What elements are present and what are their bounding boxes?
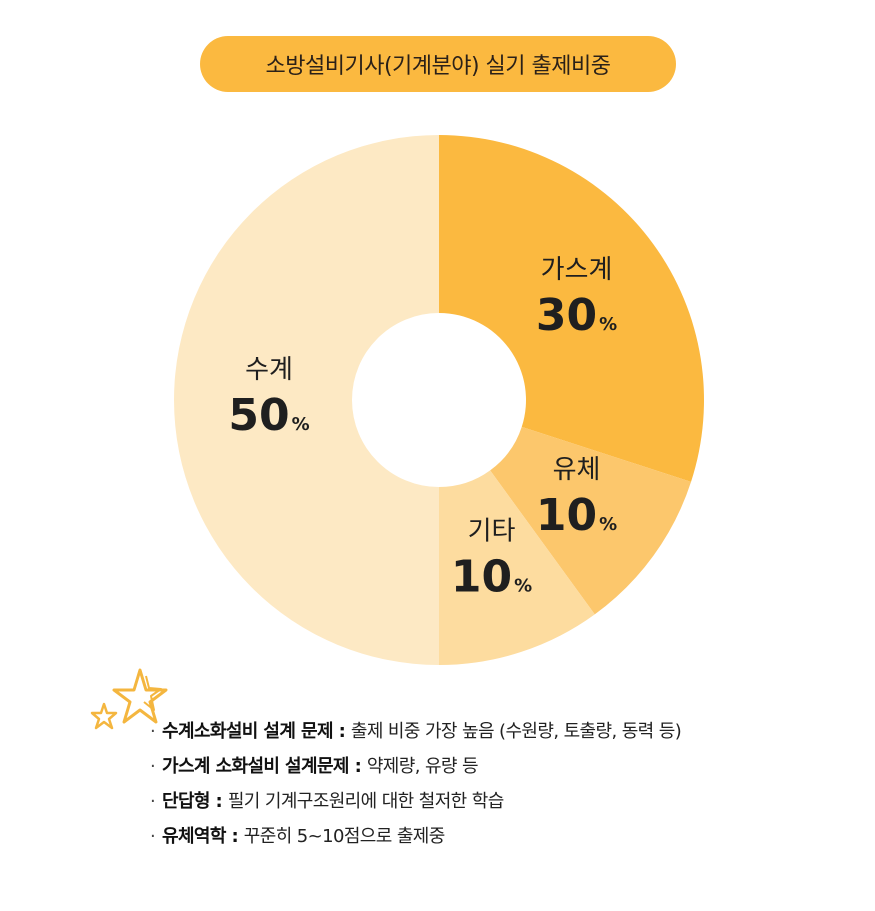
list-item: · 단답형 : 필기 기계구조원리에 대한 철저한 학습 bbox=[150, 784, 681, 819]
star-doodle-icon bbox=[90, 668, 168, 730]
pie-slice bbox=[490, 426, 692, 615]
note-keyword: 수계소화설비 설계 문제 bbox=[162, 721, 334, 742]
note-keyword: 가스계 소화설비 설계문제 bbox=[162, 756, 350, 777]
note-text: 출제 비중 가장 높음 (수원량, 토출량, 동력 등) bbox=[350, 721, 682, 742]
slice-unit: % bbox=[292, 414, 310, 435]
bullet: · bbox=[150, 756, 156, 777]
slice-unit: % bbox=[599, 314, 617, 335]
note-text: 필기 기계구조원리에 대한 철저한 학습 bbox=[227, 791, 504, 812]
note-text: 꾸준히 5~10점으로 출제중 bbox=[243, 826, 446, 847]
bullet: · bbox=[150, 826, 156, 847]
note-keyword: 단답형 bbox=[162, 791, 210, 812]
slice-label: 유체 bbox=[553, 455, 601, 485]
slice-unit: % bbox=[599, 514, 617, 535]
slice-unit: % bbox=[514, 576, 532, 597]
bullet: · bbox=[150, 791, 156, 812]
note-separator: : bbox=[348, 756, 367, 777]
bullet: · bbox=[150, 721, 156, 742]
list-item: · 수계소화설비 설계 문제 : 출제 비중 가장 높음 (수원량, 토출량, 동… bbox=[150, 714, 682, 749]
list-item: · 가스계 소화설비 설계문제 : 약제량, 유량 등 bbox=[150, 749, 681, 784]
notes-list: · 수계소화설비 설계 문제 : 출제 비중 가장 높음 (수원량, 토출량, 동… bbox=[150, 714, 682, 854]
chart-title: 소방설비기사(기계분야) 실기 출제비중 bbox=[200, 36, 676, 92]
pie-slice bbox=[439, 470, 595, 665]
note-text: 약제량, 유량 등 bbox=[366, 756, 479, 777]
note-separator: : bbox=[225, 826, 244, 847]
slice-label: 가스계 bbox=[541, 255, 613, 285]
slice-label: 수계 bbox=[245, 355, 293, 385]
slice-label: 기타 bbox=[468, 517, 516, 547]
note-separator: : bbox=[332, 721, 351, 742]
note-keyword: 유체역학 bbox=[162, 826, 226, 847]
slice-value-label: 10% bbox=[536, 490, 617, 541]
note-separator: : bbox=[209, 791, 228, 812]
pie-slice bbox=[174, 135, 439, 665]
list-item: · 유체역학 : 꾸준히 5~10점으로 출제중 bbox=[150, 819, 681, 854]
pie-slice bbox=[439, 135, 704, 482]
